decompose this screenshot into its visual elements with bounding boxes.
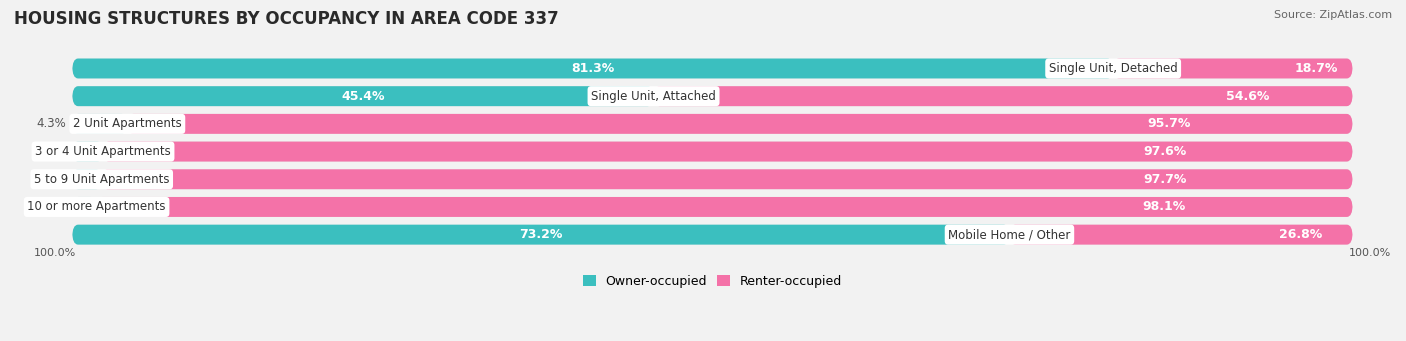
FancyBboxPatch shape	[72, 114, 128, 134]
Text: 45.4%: 45.4%	[342, 90, 385, 103]
FancyBboxPatch shape	[97, 197, 1353, 217]
Text: 100.0%: 100.0%	[1348, 248, 1391, 258]
Text: 26.8%: 26.8%	[1279, 228, 1323, 241]
FancyBboxPatch shape	[72, 197, 97, 217]
Text: 54.6%: 54.6%	[1226, 90, 1270, 103]
Text: 97.7%: 97.7%	[1143, 173, 1187, 186]
FancyBboxPatch shape	[72, 142, 1353, 162]
Text: 18.7%: 18.7%	[1295, 62, 1339, 75]
FancyBboxPatch shape	[72, 169, 101, 189]
Text: 5 to 9 Unit Apartments: 5 to 9 Unit Apartments	[34, 173, 170, 186]
Text: Mobile Home / Other: Mobile Home / Other	[948, 228, 1070, 241]
Text: 10 or more Apartments: 10 or more Apartments	[27, 201, 166, 213]
FancyBboxPatch shape	[72, 114, 1353, 134]
Text: HOUSING STRUCTURES BY OCCUPANCY IN AREA CODE 337: HOUSING STRUCTURES BY OCCUPANCY IN AREA …	[14, 10, 558, 28]
Text: 4.3%: 4.3%	[37, 117, 66, 130]
Text: 81.3%: 81.3%	[571, 62, 614, 75]
Text: 3 or 4 Unit Apartments: 3 or 4 Unit Apartments	[35, 145, 172, 158]
Text: 2.4%: 2.4%	[37, 145, 66, 158]
FancyBboxPatch shape	[72, 169, 1353, 189]
FancyBboxPatch shape	[72, 142, 103, 162]
Text: 2 Unit Apartments: 2 Unit Apartments	[73, 117, 181, 130]
FancyBboxPatch shape	[101, 169, 1353, 189]
Legend: Owner-occupied, Renter-occupied: Owner-occupied, Renter-occupied	[578, 270, 846, 293]
FancyBboxPatch shape	[72, 86, 1353, 106]
Text: 98.1%: 98.1%	[1143, 201, 1185, 213]
FancyBboxPatch shape	[72, 225, 1353, 244]
Text: 95.7%: 95.7%	[1147, 117, 1191, 130]
FancyBboxPatch shape	[654, 86, 1353, 106]
Text: Single Unit, Attached: Single Unit, Attached	[591, 90, 716, 103]
FancyBboxPatch shape	[1114, 59, 1353, 78]
Text: 97.6%: 97.6%	[1143, 145, 1187, 158]
FancyBboxPatch shape	[1010, 225, 1353, 244]
Text: Single Unit, Detached: Single Unit, Detached	[1049, 62, 1178, 75]
Text: 73.2%: 73.2%	[519, 228, 562, 241]
Text: 1.9%: 1.9%	[37, 201, 66, 213]
Text: 2.3%: 2.3%	[37, 173, 66, 186]
FancyBboxPatch shape	[72, 59, 1353, 78]
FancyBboxPatch shape	[72, 86, 654, 106]
Text: Source: ZipAtlas.com: Source: ZipAtlas.com	[1274, 10, 1392, 20]
FancyBboxPatch shape	[72, 59, 1114, 78]
FancyBboxPatch shape	[72, 225, 1010, 244]
FancyBboxPatch shape	[103, 142, 1353, 162]
Text: 100.0%: 100.0%	[34, 248, 76, 258]
FancyBboxPatch shape	[72, 197, 1353, 217]
FancyBboxPatch shape	[128, 114, 1353, 134]
